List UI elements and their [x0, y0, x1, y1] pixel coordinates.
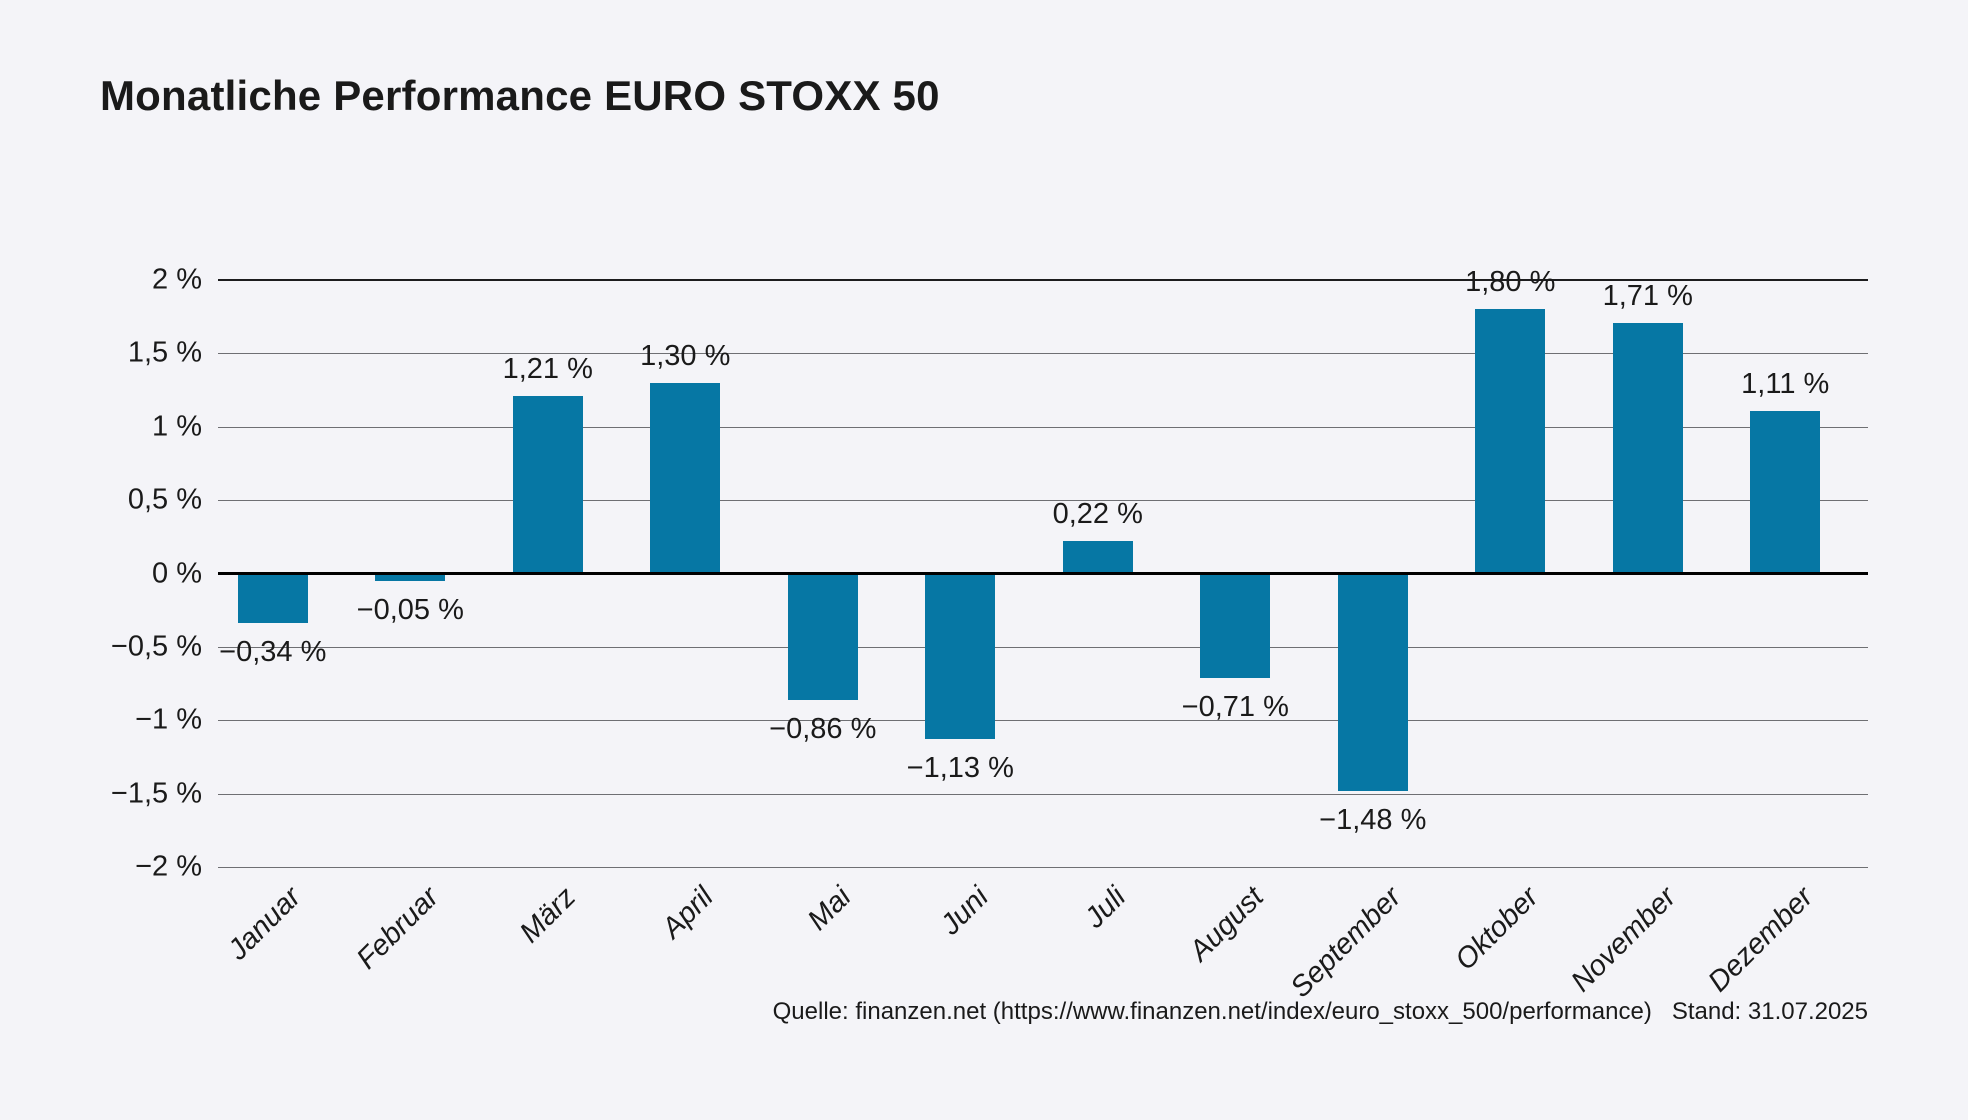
x-tick-label: September	[1284, 881, 1408, 1004]
plot-area: −0,34 % −0,05 % 1,21 % 1,30 % −0,86 % −1,13 %…	[218, 266, 1868, 868]
bar-oktober	[1475, 309, 1546, 574]
bar-value-label: 1,71 %	[1602, 279, 1693, 312]
gridline	[218, 793, 1868, 795]
y-tick-label: 2 %	[152, 263, 202, 296]
x-tick-label: April	[656, 881, 720, 945]
bar-mai	[787, 573, 858, 700]
gridline	[218, 279, 1868, 281]
x-axis-labels: Januar Februar März April Mai Juni Juli August S…	[218, 867, 1868, 1067]
y-tick-label: 1 %	[152, 410, 202, 443]
stand-text: Stand: 31.07.2025	[1671, 998, 1868, 1025]
gridline	[218, 353, 1868, 355]
bar-value-label: −1,13 %	[906, 752, 1014, 785]
y-tick-label: −2 %	[135, 850, 202, 883]
x-tick-label: Februar	[350, 881, 445, 976]
bar-september	[1337, 573, 1408, 791]
chart-title: Monatliche Performance EURO STOXX 50	[100, 72, 940, 119]
y-tick-label: 0 %	[152, 557, 202, 589]
bar-value-label: −1,48 %	[1319, 803, 1427, 836]
y-tick-label: −1 %	[135, 703, 202, 736]
x-tick-label: August	[1183, 881, 1270, 968]
bar-value-label: 1,21 %	[502, 352, 593, 385]
bar-juli	[1062, 541, 1133, 574]
bar-november	[1612, 322, 1683, 574]
bar-august	[1200, 573, 1271, 678]
zero-axis-line	[218, 572, 1868, 575]
x-tick-label: Mai	[801, 881, 858, 937]
gridline	[218, 646, 1868, 648]
x-tick-label: Januar	[222, 881, 308, 967]
x-tick-label: März	[514, 881, 583, 950]
bar-value-label: 0,22 %	[1052, 498, 1143, 531]
bar-juni	[925, 573, 996, 740]
bar-value-label: −0,34 %	[219, 636, 327, 669]
y-tick-label: 1,5 %	[127, 336, 202, 369]
bar-dezember	[1750, 410, 1821, 574]
bar-value-label: 1,11 %	[1741, 367, 1830, 400]
bar-value-label: −0,05 %	[356, 593, 464, 626]
x-tick-label: Juli	[1078, 881, 1133, 935]
bar-märz	[512, 395, 583, 574]
y-tick-label: −1,5 %	[110, 777, 202, 810]
source-text: Quelle: finanzen.net (https://www.finanz…	[772, 998, 1652, 1025]
gridline	[218, 720, 1868, 722]
y-axis-labels: 2 % 1,5 % 1 % 0,5 % 0 % −0,5 % −1 % −1,5 % −2 %	[0, 264, 202, 883]
source-footer: Quelle: finanzen.net (https://www.finanz…	[773, 998, 1868, 1026]
bar-value-label: 1,80 %	[1465, 266, 1556, 299]
bar-januar	[237, 573, 308, 624]
y-tick-label: −0,5 %	[110, 630, 202, 663]
y-tick-label: 0,5 %	[127, 483, 202, 516]
bar-februar	[375, 573, 446, 581]
x-tick-label: Dezember	[1702, 881, 1820, 999]
bar-april	[650, 382, 721, 574]
bar-value-label: −0,71 %	[1181, 690, 1289, 723]
x-tick-label: November	[1565, 881, 1683, 999]
bar-value-label: −0,86 %	[769, 712, 877, 745]
gridline	[218, 867, 1868, 868]
x-tick-label: Oktober	[1449, 881, 1545, 977]
x-tick-label: Juni	[934, 881, 995, 942]
gridline	[218, 500, 1868, 502]
gridline	[218, 426, 1868, 428]
bar-value-label: 1,30 %	[640, 339, 731, 372]
